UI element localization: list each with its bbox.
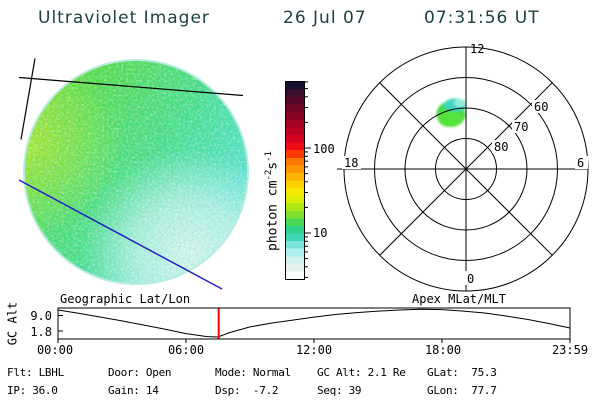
unit-main: photon cm: [265, 180, 281, 251]
status-mode: Mode: Normal: [215, 366, 291, 379]
orbit-curve: [57, 308, 571, 338]
strip-ticks: [57, 315, 571, 343]
status-glon: GLon: 77.7: [427, 384, 497, 397]
title-date: 26 Jul 07: [283, 8, 367, 28]
title-time: 07:31:56 UT: [424, 8, 540, 28]
limb-line-2: [20, 58, 36, 140]
strip-xtick-1800: 18:00: [424, 343, 462, 357]
colorbar-tick-10: 10: [313, 226, 328, 240]
disk-limb-fringe: [23, 59, 249, 285]
status-gain: Gain: 14: [108, 384, 159, 397]
unit-sup2: -1: [264, 151, 274, 162]
status-door: Door: Open: [108, 366, 172, 379]
earth-disk-panel: [18, 58, 249, 290]
status-ip: IP: 36.0: [7, 384, 58, 397]
colorbar-tick-100: 100: [313, 142, 335, 156]
status-flt: Flt: LBHL: [7, 366, 64, 379]
polar-caption: Apex MLat/MLT: [412, 292, 506, 306]
strip-xtick-0600: 06:00: [167, 343, 205, 357]
status-dsp: Dsp: -7.2: [215, 384, 279, 397]
strip-ytick-bottom: 1.8: [30, 325, 52, 339]
unit-mid: s: [265, 161, 281, 170]
unit-sup1: -2: [264, 169, 274, 181]
auroral-blob: [436, 98, 466, 127]
mlt-label-0: 0: [467, 272, 474, 286]
strip-xtick-1200: 12:00: [295, 343, 333, 357]
limb-line-1: [18, 76, 244, 97]
earth-disk-image: [24, 60, 248, 284]
status-seq: Seq: 39: [317, 384, 362, 397]
disk-caption: Geographic Lat/Lon: [60, 292, 191, 306]
mlt-label-6: 6: [577, 156, 584, 170]
status-glat: GLat: 75.3: [427, 366, 497, 379]
blue-track-line: [18, 179, 223, 290]
lat-label-70: 70: [514, 120, 528, 134]
colorbar-gradient: [285, 81, 305, 280]
strip-chart: [57, 307, 571, 343]
strip-ylabel: GC Alt: [5, 301, 20, 346]
colorbar-axis: [304, 81, 311, 280]
polar-labels: 12 18 6 0 60 70 80: [342, 42, 588, 286]
title-instrument: Ultraviolet Imager: [38, 8, 210, 28]
lat-label-80: 80: [494, 140, 508, 154]
colorbar-unit-label: photon cm-2s-1: [264, 121, 280, 281]
strip-ytick-top: 9.0: [30, 309, 52, 323]
status-gcalt: GC Alt: 2.1 Re: [317, 366, 406, 379]
polar-grid: [337, 46, 589, 292]
strip-xtick-2359: 23:59: [551, 343, 589, 357]
polar-panel: 12 18 6 0 60 70 80: [337, 42, 589, 292]
strip-xtick-0000: 00:00: [36, 343, 74, 357]
lat-label-60: 60: [534, 100, 548, 114]
mlt-label-12: 12: [470, 42, 484, 56]
mlt-label-18: 18: [344, 156, 358, 170]
